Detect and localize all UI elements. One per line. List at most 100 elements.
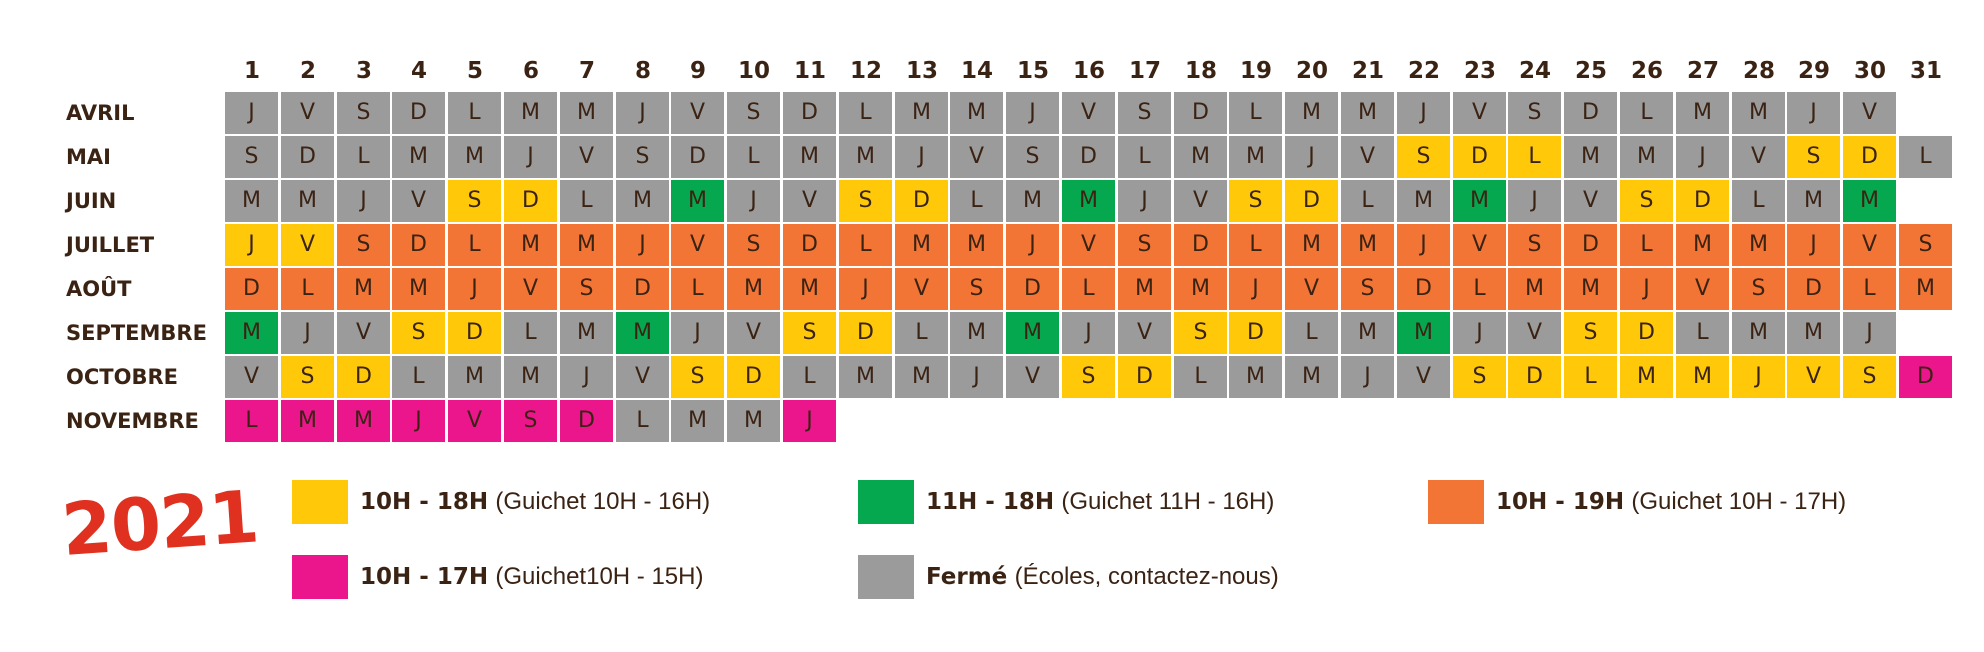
day-cell: S xyxy=(225,136,278,178)
day-cell: S xyxy=(1732,268,1785,310)
day-cell: L xyxy=(225,400,278,442)
day-cell: D xyxy=(1229,312,1282,354)
day-cell: J xyxy=(1062,312,1115,354)
day-cell: D xyxy=(671,136,724,178)
day-cell: M xyxy=(1174,136,1227,178)
day-cell: D xyxy=(1843,136,1896,178)
day-cell: S xyxy=(671,356,724,398)
day-cell: D xyxy=(783,92,836,134)
day-cell: V xyxy=(1118,312,1171,354)
day-cell: L xyxy=(337,136,390,178)
day-cell: L xyxy=(1118,136,1171,178)
month-label: AOÛT xyxy=(66,277,132,301)
day-cell: L xyxy=(448,224,501,266)
day-cell: J xyxy=(392,400,445,442)
month-label: JUIN xyxy=(66,189,117,213)
day-cell: L xyxy=(1229,92,1282,134)
day-cell: J xyxy=(1508,180,1561,222)
day-cell: J xyxy=(448,268,501,310)
day-cell: J xyxy=(225,92,278,134)
legend-text: 10H - 17H (Guichet10H - 15H) xyxy=(360,563,703,591)
legend-item-yellow: 10H - 18H (Guichet 10H - 16H) xyxy=(292,480,710,524)
day-cell: M xyxy=(1285,224,1338,266)
day-cell: M xyxy=(950,224,1003,266)
day-cell: V xyxy=(560,136,613,178)
day-cell: V xyxy=(1285,268,1338,310)
legend-text: 10H - 18H (Guichet 10H - 16H) xyxy=(360,488,710,516)
day-cell: V xyxy=(671,92,724,134)
day-cell: M xyxy=(392,136,445,178)
day-number: 18 xyxy=(1184,58,1217,84)
legend-item-green: 11H - 18H (Guichet 11H - 16H) xyxy=(858,480,1274,524)
legend-hours: 10H - 19H xyxy=(1496,489,1625,515)
legend-note: (Guichet 10H - 17H) xyxy=(1631,488,1847,515)
day-cell: D xyxy=(1564,224,1617,266)
day-cell: M xyxy=(1732,312,1785,354)
day-cell: L xyxy=(783,356,836,398)
day-cell: L xyxy=(1899,136,1952,178)
day-cell: S xyxy=(1843,356,1896,398)
day-cell: S xyxy=(1564,312,1617,354)
day-cell: M xyxy=(1062,180,1115,222)
day-cell: J xyxy=(1620,268,1673,310)
day-cell: S xyxy=(1118,224,1171,266)
day-cell: M xyxy=(560,312,613,354)
day-cell: J xyxy=(560,356,613,398)
day-cell: D xyxy=(1006,268,1059,310)
day-cell: V xyxy=(504,268,557,310)
day-number: 3 xyxy=(355,58,372,84)
day-cell: D xyxy=(1676,180,1729,222)
day-cell: L xyxy=(1285,312,1338,354)
day-number: 31 xyxy=(1909,58,1942,84)
month-label: SEPTEMBRE xyxy=(66,321,207,345)
day-number: 19 xyxy=(1239,58,1272,84)
day-cell: J xyxy=(895,136,948,178)
day-number: 20 xyxy=(1295,58,1328,84)
day-cell: D xyxy=(1174,224,1227,266)
day-cell: L xyxy=(671,268,724,310)
day-cell: S xyxy=(839,180,892,222)
day-cell: J xyxy=(1397,224,1450,266)
day-cell: J xyxy=(1397,92,1450,134)
day-cell: D xyxy=(1285,180,1338,222)
day-number: 9 xyxy=(689,58,706,84)
day-cell: D xyxy=(1397,268,1450,310)
day-cell: M xyxy=(1564,136,1617,178)
day-cell: M xyxy=(895,224,948,266)
day-cell: D xyxy=(1787,268,1840,310)
day-cell: M xyxy=(448,356,501,398)
legend-swatch-yellow xyxy=(292,480,348,524)
day-cell: D xyxy=(616,268,669,310)
day-cell: M xyxy=(1676,224,1729,266)
day-cell: M xyxy=(337,268,390,310)
day-cell: M xyxy=(1229,136,1282,178)
day-number: 23 xyxy=(1463,58,1496,84)
day-cell: S xyxy=(1508,92,1561,134)
day-cell: S xyxy=(1006,136,1059,178)
day-cell: V xyxy=(448,400,501,442)
day-cell: S xyxy=(1620,180,1673,222)
day-cell: M xyxy=(727,268,780,310)
day-number: 17 xyxy=(1128,58,1161,84)
day-cell: L xyxy=(1732,180,1785,222)
day-cell: D xyxy=(448,312,501,354)
day-cell: S xyxy=(281,356,334,398)
legend-item-gray: Fermé (Écoles, contactez-nous) xyxy=(858,555,1279,599)
day-cell: D xyxy=(392,224,445,266)
day-cell: S xyxy=(1118,92,1171,134)
day-cell: L xyxy=(839,92,892,134)
day-cell: M xyxy=(1899,268,1952,310)
day-cell: D xyxy=(839,312,892,354)
day-cell: D xyxy=(225,268,278,310)
day-cell: V xyxy=(1062,224,1115,266)
day-number: 24 xyxy=(1518,58,1551,84)
day-cell: S xyxy=(337,92,390,134)
day-cell: D xyxy=(895,180,948,222)
day-cell: M xyxy=(225,312,278,354)
day-cell: V xyxy=(392,180,445,222)
day-cell: M xyxy=(1620,136,1673,178)
legend-note: (Guichet 11H - 16H) xyxy=(1061,488,1275,515)
day-cell: M xyxy=(671,400,724,442)
day-cell: M xyxy=(727,400,780,442)
day-cell: J xyxy=(783,400,836,442)
